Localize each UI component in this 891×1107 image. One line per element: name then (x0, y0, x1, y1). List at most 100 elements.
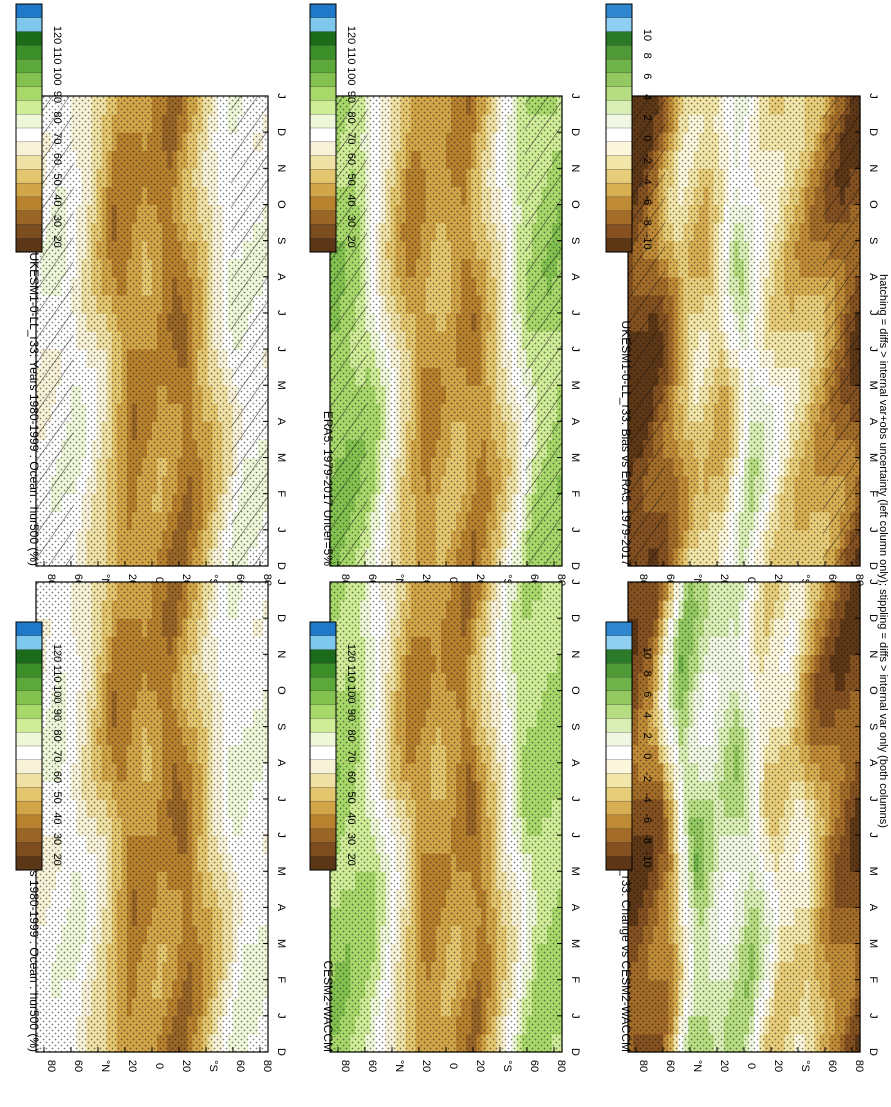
colorbar-swatch (310, 128, 336, 142)
colorbar-label: 120 (345, 26, 357, 44)
colorbar-label: 40 (51, 194, 63, 206)
panel-title: UKESM1-0-LL_r33: Years 1980-1999 : Ocean… (27, 252, 41, 566)
x-tick-label: D (569, 128, 581, 136)
x-tick-label: M (275, 939, 287, 948)
colorbar-swatch (310, 197, 336, 211)
colorbar-swatch (310, 224, 336, 238)
colorbar-label: 110 (51, 665, 63, 683)
x-tick-label: J (275, 832, 287, 838)
x-tick-label: M (569, 381, 581, 390)
panel-title: ERA5: 1979-2017 Uncer=5% (321, 411, 335, 566)
x-tick-label: O (569, 200, 581, 209)
x-tick-label: J (275, 527, 287, 533)
colorbar-swatch (16, 100, 42, 114)
colorbar-label: 110 (51, 47, 63, 65)
x-tick-label: A (275, 418, 287, 426)
x-tick-label: A (275, 759, 287, 767)
y-tick-label: 20 (180, 1060, 192, 1072)
colorbar-label: 40 (51, 812, 63, 824)
colorbar-swatch (310, 45, 336, 59)
colorbar-swatch (16, 238, 42, 252)
colorbar-swatch (310, 238, 336, 252)
x-tick-label: A (275, 273, 287, 281)
colorbar-label: 80 (345, 112, 357, 124)
colorbar-label: 60 (345, 153, 357, 165)
colorbar-swatch (310, 114, 336, 128)
colorbar-swatch (16, 691, 42, 705)
colorbar-swatch (16, 224, 42, 238)
colorbar-swatch (16, 183, 42, 197)
y-tick-label: 80 (45, 1060, 57, 1072)
x-tick-label: O (275, 200, 287, 209)
x-tick-label: O (275, 686, 287, 695)
x-tick-label: J (569, 346, 581, 352)
colorbar-label: 70 (51, 132, 63, 144)
hatching-overlay-south (525, 96, 562, 566)
colorbar-swatch (16, 45, 42, 59)
x-tick-label: M (275, 381, 287, 390)
colorbar-label: 20 (345, 236, 357, 248)
stippling-overlay (36, 582, 268, 1052)
colorbar-swatch (16, 87, 42, 101)
colorbar-swatch (16, 211, 42, 225)
colorbar-swatch (16, 73, 42, 87)
colorbar-swatch (16, 829, 42, 843)
x-tick-label: M (275, 453, 287, 462)
colorbar-swatch (310, 156, 336, 170)
colorbar-swatch (310, 183, 336, 197)
colorbar-swatch (16, 663, 42, 677)
x-tick-label: D (275, 562, 287, 570)
colorbar-swatch (16, 801, 42, 815)
colorbar-swatch (16, 114, 42, 128)
x-tick-label: S (569, 237, 581, 244)
x-tick-label: D (275, 614, 287, 622)
colorbar-label: 90 (345, 91, 357, 103)
x-tick-label: J (569, 527, 581, 533)
colorbar-swatch (16, 4, 42, 18)
colorbar-swatch (310, 32, 336, 46)
x-tick-label: F (569, 490, 581, 497)
colorbar-label: 90 (51, 91, 63, 103)
colorbar-swatch (310, 4, 336, 18)
x-tick-label: N (275, 164, 287, 172)
colorbar-label: 70 (345, 132, 357, 144)
colorbar-swatch (16, 622, 42, 636)
colorbar-swatch (310, 73, 336, 87)
colorbar-swatch (16, 705, 42, 719)
x-tick-label: J (275, 346, 287, 352)
x-tick-label: N (275, 650, 287, 658)
colorbar-swatch (310, 87, 336, 101)
colorbar-label: 30 (345, 215, 357, 227)
y-tick-label: °S (207, 1060, 219, 1072)
colorbar-swatch (16, 197, 42, 211)
x-tick-label: M (569, 453, 581, 462)
x-tick-label: J (569, 93, 581, 99)
colorbar-label: 60 (51, 771, 63, 783)
x-tick-label: J (275, 796, 287, 802)
colorbar-swatch (16, 650, 42, 664)
x-tick-label: J (275, 93, 287, 99)
colorbar-swatch (16, 59, 42, 73)
x-tick-label: A (569, 273, 581, 281)
colorbar-swatch (16, 718, 42, 732)
y-tick-label: 60 (234, 1060, 246, 1072)
x-tick-label: D (275, 128, 287, 136)
x-tick-label: J (275, 1013, 287, 1019)
colorbar-label: 100 (345, 67, 357, 85)
x-tick-label: S (275, 237, 287, 244)
x-tick-label: M (275, 867, 287, 876)
x-tick-label: A (275, 904, 287, 912)
colorbar-swatch (16, 169, 42, 183)
colorbar-label: 60 (51, 153, 63, 165)
colorbar-swatch (310, 211, 336, 225)
x-tick-label: J (275, 579, 287, 585)
colorbar-label: 20 (51, 236, 63, 248)
x-tick-label: F (275, 976, 287, 983)
x-tick-label: F (275, 490, 287, 497)
colorbar-swatch (16, 32, 42, 46)
colorbar-label: 120 (51, 26, 63, 44)
